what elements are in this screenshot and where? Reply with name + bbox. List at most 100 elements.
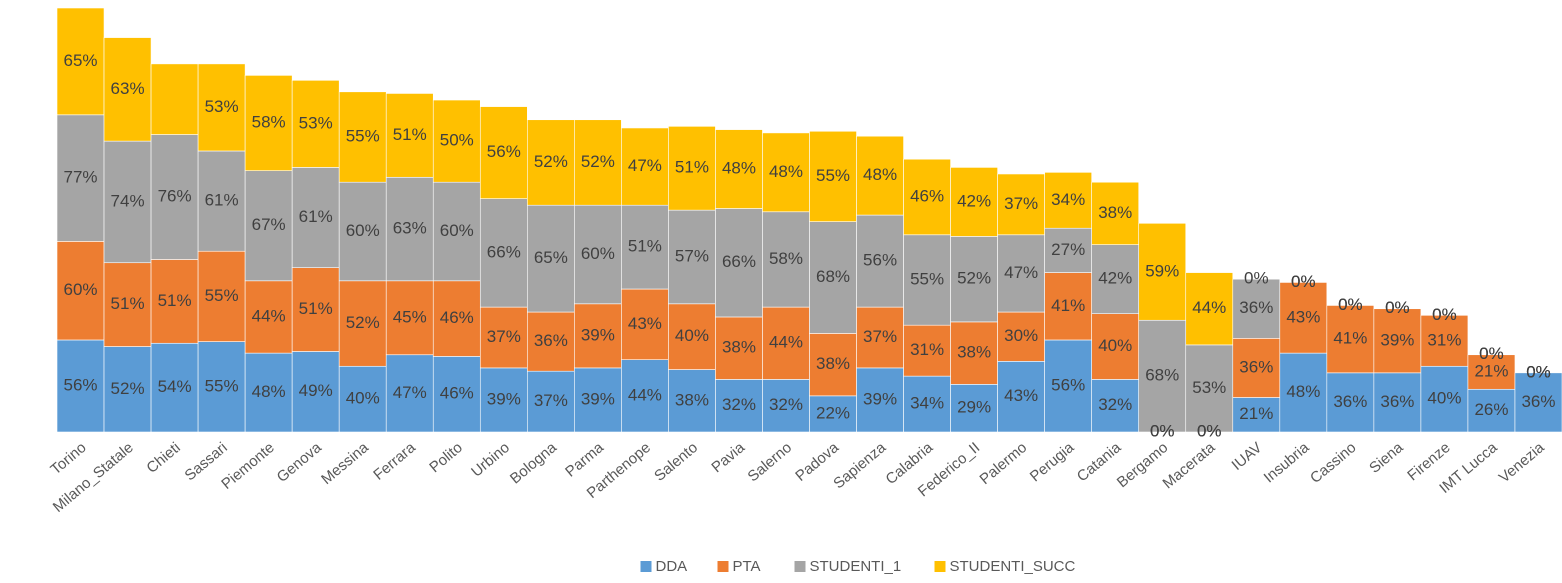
x-tick-label: Messina <box>318 439 372 488</box>
data-label: 51% <box>393 125 427 144</box>
legend-swatch <box>934 561 946 572</box>
bar-segment <box>1232 338 1281 398</box>
data-label: 68% <box>1145 366 1179 385</box>
data-label: 37% <box>1004 194 1038 213</box>
bar-segment <box>903 375 951 433</box>
bar-segment <box>1044 339 1092 433</box>
x-tick-label: Perugia <box>1027 439 1078 486</box>
legend-label: DDA <box>656 558 688 575</box>
data-label: 51% <box>158 291 192 310</box>
data-label: 0% <box>1338 295 1363 314</box>
bar-segment <box>103 37 152 142</box>
data-label: 21% <box>1239 404 1273 423</box>
data-label: 44% <box>252 306 286 325</box>
bar-segment <box>1420 365 1469 433</box>
x-tick-label: Chieti <box>143 439 183 477</box>
data-label: 34% <box>910 394 944 413</box>
bar-segment <box>338 365 387 433</box>
bar-segment <box>950 167 998 237</box>
data-label: 56% <box>487 142 521 161</box>
data-label: 76% <box>158 186 192 205</box>
x-tick-label: Sapienza <box>830 439 889 493</box>
data-label: 48% <box>722 159 756 178</box>
data-label: 53% <box>299 113 333 132</box>
bar-segment <box>1185 344 1234 433</box>
bar-segment <box>809 221 857 334</box>
data-label: 56% <box>863 251 897 270</box>
bar-segment <box>338 181 387 282</box>
bar-segment <box>762 379 810 433</box>
data-label: 40% <box>1098 336 1132 355</box>
data-label: 66% <box>722 252 756 271</box>
bar-segment <box>385 93 434 178</box>
data-label: 47% <box>1004 263 1038 282</box>
bar-segment <box>950 236 998 323</box>
bar-segment <box>338 280 387 367</box>
bar-segment <box>56 241 105 341</box>
data-label: 47% <box>628 156 662 175</box>
x-tick-label: Insubria <box>1261 439 1313 487</box>
bar-segment <box>574 119 622 206</box>
x-tick-label: Cassino <box>1307 439 1359 487</box>
bar-segment <box>150 342 199 433</box>
bar-segment <box>1467 354 1516 390</box>
legend-label: STUDENTI_1 <box>810 558 902 575</box>
x-tick-label: Torino <box>47 439 89 478</box>
bar-segment <box>1232 397 1281 433</box>
bar-segment <box>1091 181 1140 245</box>
bar-segment <box>56 7 105 116</box>
x-tick-label: Salerno <box>745 439 796 485</box>
bar-segment <box>856 135 904 216</box>
data-label: 42% <box>957 191 991 210</box>
data-label: 44% <box>1192 298 1226 317</box>
x-tick-label: Milano_Statale <box>50 439 137 516</box>
data-label: 74% <box>111 191 145 210</box>
data-label: 0% <box>1526 362 1551 381</box>
data-label: 49% <box>299 381 333 400</box>
x-tick-label: Genova <box>274 439 326 486</box>
bar-segment <box>715 316 763 380</box>
bar-segment <box>103 140 152 264</box>
bar-segment <box>150 259 199 344</box>
legend-label: STUDENTI_SUCC <box>950 558 1076 575</box>
data-label: 32% <box>722 395 756 414</box>
data-label: 46% <box>440 308 474 327</box>
data-label: 40% <box>675 326 709 345</box>
data-label: 43% <box>628 314 662 333</box>
data-label: 37% <box>487 327 521 346</box>
data-label: 60% <box>64 280 98 299</box>
data-label: 31% <box>1427 330 1461 349</box>
data-label: 61% <box>299 207 333 226</box>
bar-segment <box>1326 305 1375 374</box>
data-label: 21% <box>1474 361 1508 380</box>
bar-segment <box>432 181 481 282</box>
bar-segment <box>668 209 716 305</box>
bar-segment <box>479 106 528 199</box>
data-label: 44% <box>769 333 803 352</box>
bar-segment <box>197 63 246 152</box>
data-label: 36% <box>1239 357 1273 376</box>
bar-segment <box>56 339 105 433</box>
data-label: 0% <box>1150 421 1175 440</box>
data-label: 57% <box>675 246 709 265</box>
x-tick-label: Bologna <box>507 439 561 488</box>
bar-segment <box>1091 313 1140 380</box>
x-tick-label: Venezia <box>1496 439 1548 487</box>
bar-segment <box>950 321 998 385</box>
data-label: 36% <box>1333 392 1367 411</box>
data-label: 66% <box>487 242 521 261</box>
data-label: 63% <box>111 79 145 98</box>
bar-segment <box>1044 272 1092 341</box>
bar-segment <box>103 262 152 347</box>
bar-segment <box>244 280 293 354</box>
data-label: 0% <box>1197 421 1222 440</box>
x-tick-label: Polito <box>426 439 466 476</box>
legend-swatch <box>717 561 729 572</box>
data-label: 51% <box>675 158 709 177</box>
bar-segment <box>244 352 293 433</box>
data-label: 67% <box>252 215 286 234</box>
bar-segment <box>574 303 622 369</box>
data-label: 51% <box>628 237 662 256</box>
x-tick-label: IUAV <box>1229 439 1266 474</box>
